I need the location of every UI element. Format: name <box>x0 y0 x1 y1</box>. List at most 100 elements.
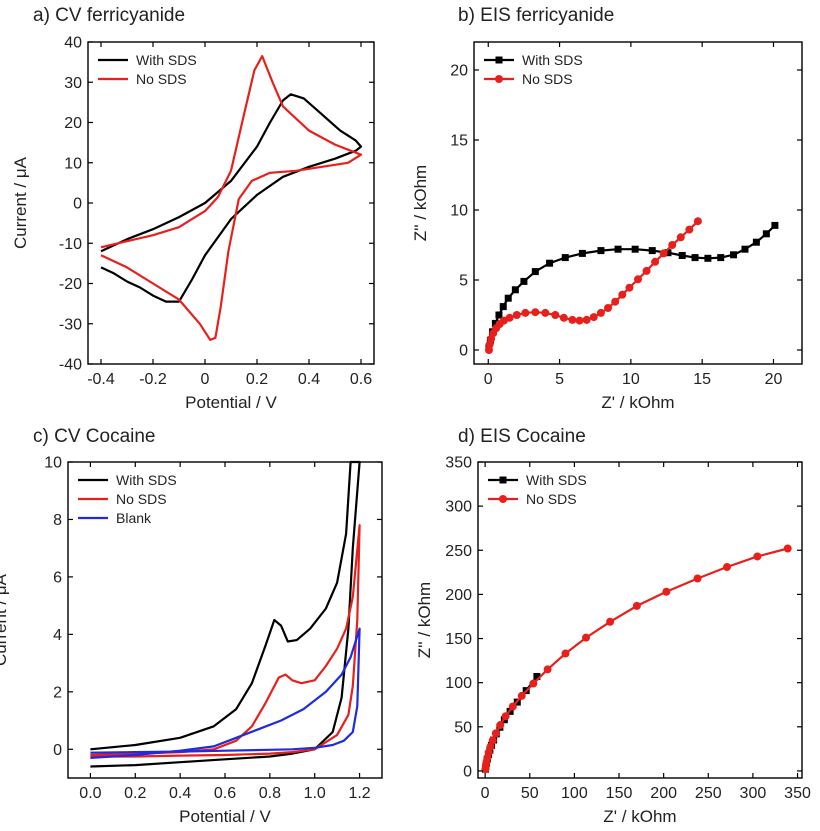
plot-frame <box>87 41 375 365</box>
x-tick-label: 50 <box>521 785 539 802</box>
y-tick-label: -20 <box>59 276 82 293</box>
data-point <box>499 303 507 311</box>
y-tick-label: 200 <box>445 587 472 604</box>
x-tick-label: 250 <box>695 785 722 802</box>
x-tick-label: 150 <box>606 785 633 802</box>
x-axis-label: Potential / V <box>179 807 271 826</box>
y-tick-label: 350 <box>445 455 472 472</box>
legend-label: No SDS <box>526 491 577 507</box>
panel-title: a) CV ferricyanide <box>33 5 185 26</box>
x-tick-label: 0.4 <box>298 371 320 388</box>
data-point <box>543 665 552 674</box>
series-line <box>484 547 788 770</box>
series-blank <box>90 627 361 759</box>
series-line <box>90 460 361 768</box>
data-point <box>691 254 699 262</box>
panel-a-cv-ferricyanide: a) CV ferricyanide -0.4 -0.2 0 0.2 0.4 0.6 -40 -… <box>11 5 375 412</box>
data-point <box>508 702 517 711</box>
series-no-sds <box>90 524 361 758</box>
legend-label: No SDS <box>136 71 187 87</box>
data-point <box>541 308 550 317</box>
x-tick-label: 1.0 <box>304 785 326 802</box>
y-tick-label: 50 <box>454 719 472 736</box>
data-point <box>659 249 668 258</box>
series-line <box>90 627 361 759</box>
x-axis-label: Potential / V <box>185 393 277 412</box>
legend: With SDS No SDS <box>98 52 197 87</box>
data-point <box>783 544 792 553</box>
x-tick-label: 350 <box>784 785 811 802</box>
data-point <box>685 225 694 234</box>
legend: With SDS No SDS <box>484 52 583 87</box>
data-point <box>642 266 651 275</box>
y-tick-label: -10 <box>59 236 82 253</box>
data-point <box>575 316 584 325</box>
data-point <box>504 294 512 302</box>
y-tick-label: 0 <box>463 763 472 780</box>
data-point <box>693 574 702 583</box>
y-tick-label: 250 <box>445 543 472 560</box>
series-line <box>90 524 361 758</box>
series-with-sds <box>100 93 363 303</box>
y-axis-label: Current / μA <box>0 573 10 666</box>
data-point <box>531 308 540 317</box>
y-tick-label: -40 <box>59 357 82 374</box>
data-point <box>762 230 770 238</box>
data-point <box>486 742 495 751</box>
panel-b-eis-ferricyanide: b) EIS ferricyanide 0 5 10 15 20 0 5 10 15 20 Z' / … <box>411 5 803 412</box>
data-point <box>495 311 503 319</box>
data-point <box>771 221 779 229</box>
y-tick-label: 5 <box>459 273 468 290</box>
data-point <box>611 297 620 306</box>
x-tick-label: 20 <box>765 371 783 388</box>
y-tick-label: 2 <box>53 684 62 701</box>
y-tick-label: 20 <box>450 63 468 80</box>
data-point <box>678 252 686 259</box>
data-point <box>521 308 530 317</box>
x-axis-label: Z' / kOhm <box>601 393 674 412</box>
x-tick-label: 0.2 <box>246 371 268 388</box>
data-point <box>505 313 514 322</box>
legend-label: With SDS <box>526 472 587 488</box>
data-point <box>753 552 762 561</box>
y-tick-label: -30 <box>59 316 82 333</box>
y-tick-label: 150 <box>445 631 472 648</box>
legend-label: No SDS <box>116 491 167 507</box>
x-tick-label: 300 <box>740 785 767 802</box>
x-axis-label: Z' / kOhm <box>603 807 676 826</box>
y-tick-label: 20 <box>64 115 82 132</box>
data-point <box>604 304 613 312</box>
data-point <box>597 247 605 255</box>
data-point <box>582 633 590 642</box>
data-point <box>551 311 560 319</box>
data-point <box>531 268 539 276</box>
x-tick-label: 100 <box>561 785 588 802</box>
x-tick-label: 0.4 <box>169 785 191 802</box>
panel-d-eis-cocaine: d) EIS Cocaine 0 50 100 150 200 250 300 350 0 50 10… <box>415 426 811 826</box>
data-point <box>625 283 634 292</box>
data-point <box>668 241 677 249</box>
x-tick-label: 0 <box>481 785 490 802</box>
data-point <box>546 259 554 267</box>
x-tick-label: 0 <box>484 371 493 388</box>
data-point <box>614 245 622 253</box>
series-with-sds <box>90 460 361 768</box>
x-tick-label: -0.4 <box>87 371 115 388</box>
legend-label: With SDS <box>522 52 583 68</box>
data-point <box>561 254 569 262</box>
series-line <box>100 93 363 303</box>
data-point <box>631 245 639 253</box>
y-tick-label: 0 <box>73 196 82 213</box>
y-tick-label: 8 <box>53 512 62 529</box>
data-point <box>662 587 671 596</box>
data-point <box>512 311 521 319</box>
data-point <box>676 233 685 242</box>
data-point <box>529 679 538 688</box>
y-tick-label: 4 <box>53 627 62 644</box>
data-point <box>634 275 642 284</box>
data-point <box>596 308 605 317</box>
series-no-sds <box>484 217 702 354</box>
data-point <box>752 238 760 246</box>
data-point <box>520 277 528 285</box>
